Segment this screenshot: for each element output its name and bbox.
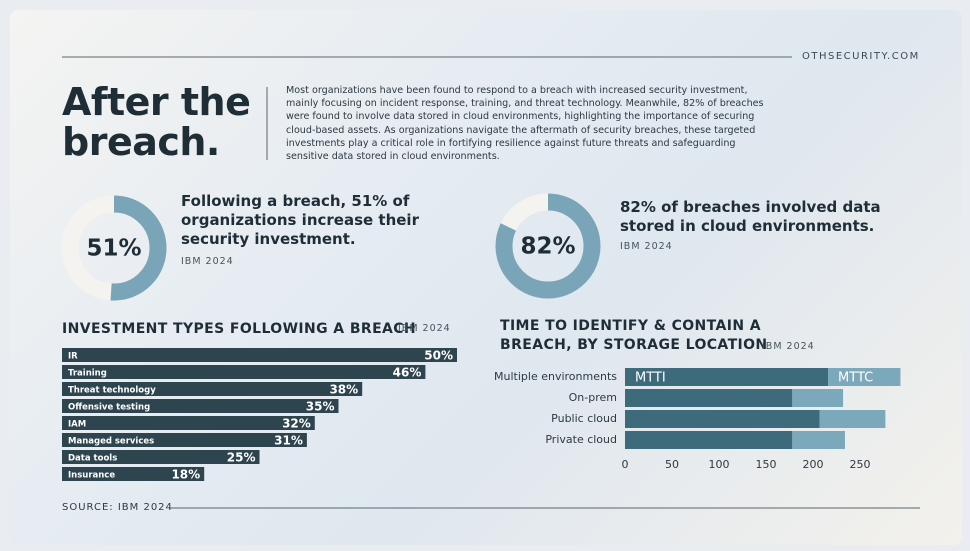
- bar-segment: [625, 389, 793, 407]
- legend-label: MTTI: [635, 371, 666, 386]
- x-tick-label: 100: [709, 458, 730, 471]
- x-tick-label: 50: [665, 458, 679, 471]
- bar: [62, 450, 260, 464]
- category-label: Private cloud: [545, 433, 617, 446]
- bar: [62, 416, 315, 430]
- x-tick-label: 150: [756, 458, 777, 471]
- value-label: 35%: [306, 400, 335, 414]
- bar: [62, 433, 307, 447]
- stat-text: 82% of breaches involved data stored in …: [620, 198, 881, 235]
- stat-text: Following a breach, 51% of organizations…: [181, 192, 419, 248]
- bar-segment: [792, 389, 844, 407]
- bar: [62, 399, 339, 413]
- donut-arc: [61, 195, 167, 301]
- category-label: Training: [68, 369, 107, 379]
- category-label: IAM: [68, 420, 86, 430]
- title: After the breach.: [62, 80, 251, 164]
- value-label: 50%: [424, 349, 453, 363]
- stat-source: IBM 2024: [181, 256, 234, 267]
- category-label: Managed services: [68, 437, 154, 447]
- donut-label: 51%: [86, 236, 141, 262]
- bar-segment: [625, 431, 793, 449]
- bar-segment: [625, 368, 829, 386]
- donut-arc: [495, 193, 601, 299]
- category-label: On-prem: [569, 391, 617, 404]
- category-label: Multiple environments: [494, 370, 617, 383]
- value-label: 18%: [171, 468, 200, 482]
- x-tick-label: 0: [622, 458, 629, 471]
- x-tick-label: 250: [850, 458, 871, 471]
- category-label: Insurance: [68, 471, 115, 481]
- chart-subtitle: IBM 2024: [762, 341, 815, 352]
- legend-label: MTTC: [838, 371, 873, 386]
- bar-segment: [792, 431, 845, 449]
- x-tick-label: 200: [803, 458, 824, 471]
- value-label: 46%: [393, 366, 422, 380]
- bar-segment: [819, 410, 886, 428]
- brand: OTHSECURITY.COM: [802, 51, 920, 62]
- bar: [62, 348, 457, 362]
- bar-segment: [625, 410, 820, 428]
- value-label: 31%: [274, 434, 303, 448]
- stat-source: IBM 2024: [620, 241, 673, 252]
- value-label: 32%: [282, 417, 311, 431]
- intro: Most organizations have been found to re…: [286, 85, 764, 163]
- value-label: 25%: [227, 451, 256, 465]
- category-label: Offensive testing: [68, 403, 150, 413]
- donut-label: 82%: [520, 234, 575, 260]
- bar: [62, 467, 205, 481]
- source: SOURCE: IBM 2024: [62, 502, 173, 513]
- category-label: IR: [68, 352, 78, 362]
- category-label: Public cloud: [551, 412, 617, 425]
- bar-segment: [828, 368, 901, 386]
- category-label: Data tools: [68, 454, 117, 464]
- chart-subtitle: IBM 2024: [398, 323, 451, 334]
- value-label: 38%: [329, 383, 358, 397]
- bar: [62, 365, 426, 379]
- chart-title: INVESTMENT TYPES FOLLOWING A BREACH: [62, 321, 417, 337]
- chart-title: TIME TO IDENTIFY & CONTAIN A BREACH, BY …: [500, 318, 768, 353]
- bar: [62, 382, 363, 396]
- category-label: Threat technology: [68, 386, 156, 396]
